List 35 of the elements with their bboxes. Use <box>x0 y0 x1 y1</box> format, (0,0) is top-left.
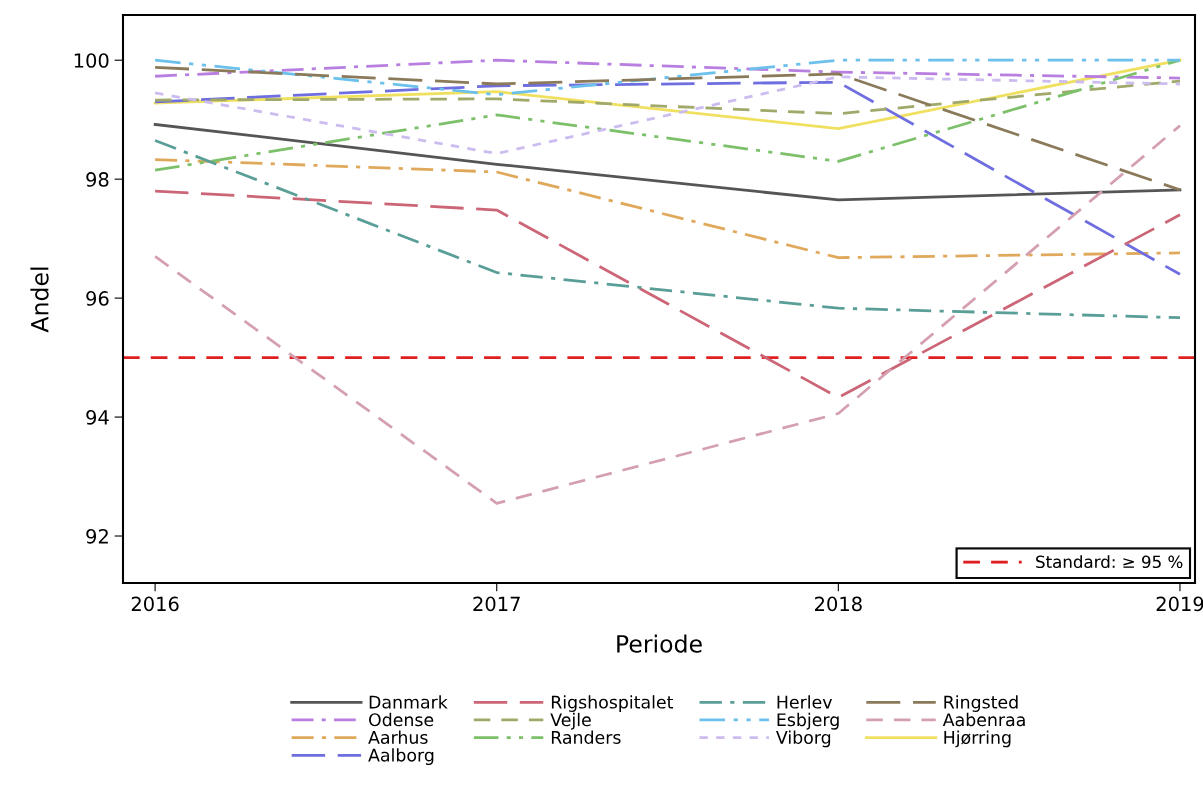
y-tick-label: 100 <box>74 53 109 68</box>
legend-label: Hjørring <box>944 730 1011 748</box>
legend-label: Aabenraa <box>942 712 1025 727</box>
y-tick-label: 92 <box>86 528 108 544</box>
line-series <box>153 189 1182 399</box>
x-axis-title: Periode <box>617 634 702 653</box>
line-series <box>153 65 1182 192</box>
x-tick-label: 2018 <box>815 596 862 612</box>
line-series <box>153 124 1182 505</box>
legend-label: Standard: ≥ 95 % <box>1036 555 1183 569</box>
x-tick-label: 2019 <box>1156 596 1203 612</box>
legend-label: Randers <box>551 730 621 744</box>
line-series <box>153 123 1182 202</box>
line-series <box>153 79 1182 116</box>
legend-label: Vejle <box>550 712 591 730</box>
legend-label: Ringsted <box>944 695 1018 712</box>
x-tick-label: 2016 <box>131 596 179 612</box>
legend-label: Odense <box>369 712 434 727</box>
legend-label: Viborg <box>776 730 831 748</box>
line-series <box>153 75 1182 155</box>
legend-label: Danmark <box>369 695 448 709</box>
legend-label: Aalborg <box>368 748 434 765</box>
legend-label: Esbjerg <box>777 712 839 730</box>
line-series <box>153 158 1182 260</box>
y-axis-title: Andel <box>30 267 49 333</box>
y-tick-label: 98 <box>86 172 109 187</box>
legend-label: Herlev <box>777 695 833 709</box>
y-tick-label: 94 <box>86 410 109 425</box>
line-series <box>153 80 1182 276</box>
line-series <box>153 58 1182 80</box>
legend-label: Aarhus <box>368 730 428 744</box>
y-tick-label: 96 <box>86 291 109 306</box>
legend-label: Rigshospitalet <box>551 695 674 712</box>
x-tick-label: 2017 <box>473 596 520 612</box>
line-series <box>153 139 1182 320</box>
